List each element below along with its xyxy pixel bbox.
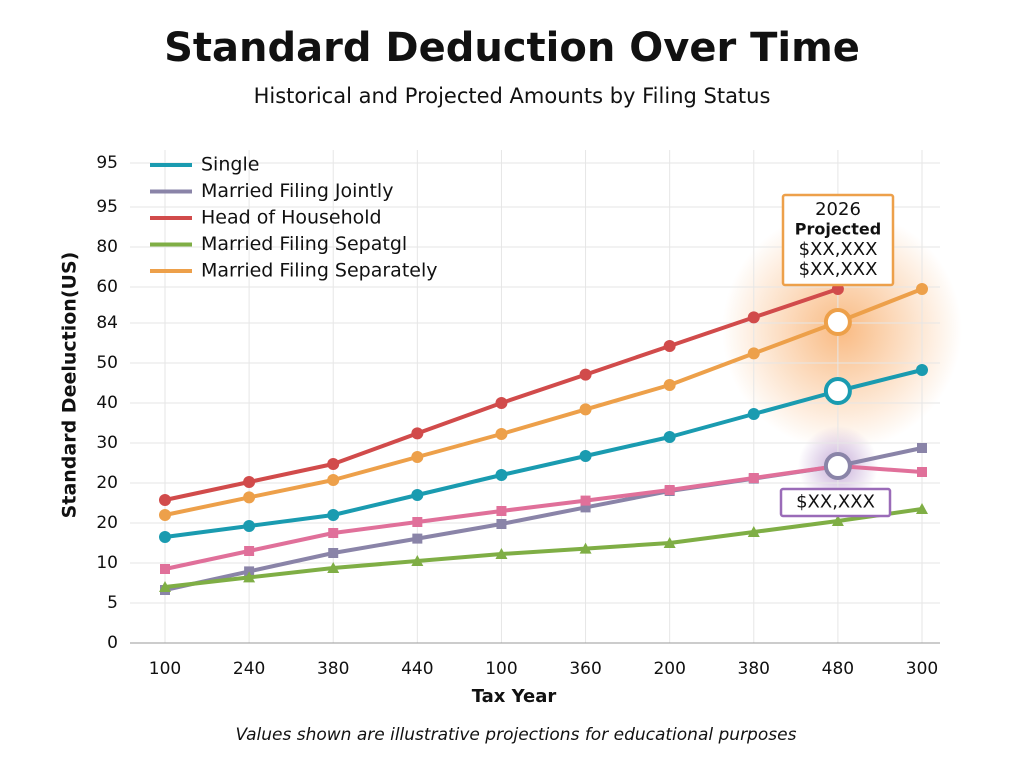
chart-subtitle: Historical and Projected Amounts by Fili…: [254, 84, 771, 108]
y-tick-label: 95: [96, 197, 118, 217]
annotation-box: [781, 193, 895, 287]
marker: [916, 503, 928, 514]
chart-title: Standard Deduction Over Time: [164, 25, 860, 71]
y-tick-label: 20: [96, 473, 118, 493]
marker: [243, 571, 256, 583]
annotation-box: [779, 487, 892, 518]
y-tick-label: 40: [96, 393, 118, 413]
y-tick-label: 30: [96, 433, 118, 453]
legend-label: Head of Household: [201, 207, 382, 229]
y-tick-label: 0: [107, 633, 118, 653]
y-tick-label: 5: [107, 593, 118, 613]
x-tick-label: 240: [233, 659, 265, 679]
highlight: [823, 452, 852, 480]
x-tick-label: 380: [317, 659, 349, 679]
highlight: [823, 308, 852, 336]
marker: [917, 443, 927, 453]
marker: [411, 555, 424, 566]
marker: [328, 528, 339, 538]
marker: [663, 379, 676, 391]
legend-label: Single: [201, 154, 259, 176]
marker: [747, 408, 760, 420]
annotation-text: $XX,XXX: [796, 492, 875, 513]
marker: [159, 531, 171, 543]
legend-label: Married Filing Sepatgl: [201, 233, 407, 255]
x-tick-label: 200: [653, 659, 685, 679]
marker: [748, 473, 759, 483]
x-tick-label: 100: [485, 659, 517, 679]
marker: [916, 364, 928, 376]
marker: [327, 458, 340, 470]
marker: [411, 427, 424, 440]
marker: [411, 451, 424, 463]
legend-label: Married Filing Separately: [201, 260, 438, 282]
y-tick-label: 50: [96, 353, 118, 373]
footnote: Values shown are illustrative projection…: [236, 725, 797, 745]
marker: [243, 491, 256, 504]
marker: [580, 502, 591, 513]
annotation-text: $XX,XXX: [799, 259, 878, 280]
marker: [159, 509, 171, 521]
marker: [579, 542, 592, 554]
annotation-text: 2026: [815, 199, 861, 220]
marker: [411, 489, 424, 501]
marker: [747, 347, 760, 360]
x-tick-label: 440: [401, 659, 433, 679]
series-line: [164, 464, 923, 571]
marker: [579, 403, 592, 416]
marker: [495, 548, 508, 559]
marker: [496, 519, 507, 529]
marker: [663, 431, 676, 443]
marker: [580, 495, 591, 506]
y-tick-label: 95: [96, 153, 118, 173]
series-line: [164, 507, 923, 589]
marker: [496, 506, 507, 516]
y-tick-label: 80: [96, 237, 118, 257]
marker: [663, 537, 676, 548]
marker: [244, 546, 255, 556]
y-tick-label: 10: [96, 553, 118, 573]
x-tick-label: 100: [149, 659, 181, 679]
x-tick-label: 380: [738, 659, 770, 679]
marker: [327, 509, 340, 521]
marker: [579, 368, 592, 381]
marker: [412, 533, 423, 544]
y-tick-label: 60: [96, 277, 118, 297]
marker: [831, 515, 844, 526]
marker: [159, 494, 171, 506]
marker: [243, 520, 256, 532]
marker: [664, 485, 675, 495]
x-tick-label: 300: [906, 659, 938, 679]
x-tick-label: 480: [822, 659, 854, 679]
annotation-text: $XX,XXX: [799, 239, 878, 260]
marker: [243, 476, 256, 488]
marker: [663, 340, 676, 352]
marker: [412, 517, 423, 527]
legend-label: Married Filing Jointly: [201, 180, 393, 202]
y-tick-label: 84: [96, 313, 118, 333]
highlight: [823, 377, 852, 405]
annotation-text: Projected: [795, 220, 881, 239]
marker: [916, 283, 928, 295]
marker: [579, 450, 592, 462]
x-axis-label: Tax Year: [472, 686, 557, 707]
marker: [747, 311, 760, 324]
y-tick-label: 20: [96, 513, 118, 533]
marker: [328, 548, 339, 558]
y-axis-label: Standard Deeluction(US): [59, 252, 81, 519]
marker: [327, 474, 340, 486]
series-line: [164, 368, 923, 539]
marker: [495, 469, 508, 481]
marker: [159, 581, 171, 592]
marker: [495, 397, 508, 409]
marker: [747, 526, 760, 537]
x-tick-label: 360: [569, 659, 601, 679]
marker: [495, 428, 508, 440]
marker: [917, 467, 927, 477]
marker: [160, 564, 170, 574]
series-line: [164, 287, 923, 517]
marker: [327, 562, 340, 573]
